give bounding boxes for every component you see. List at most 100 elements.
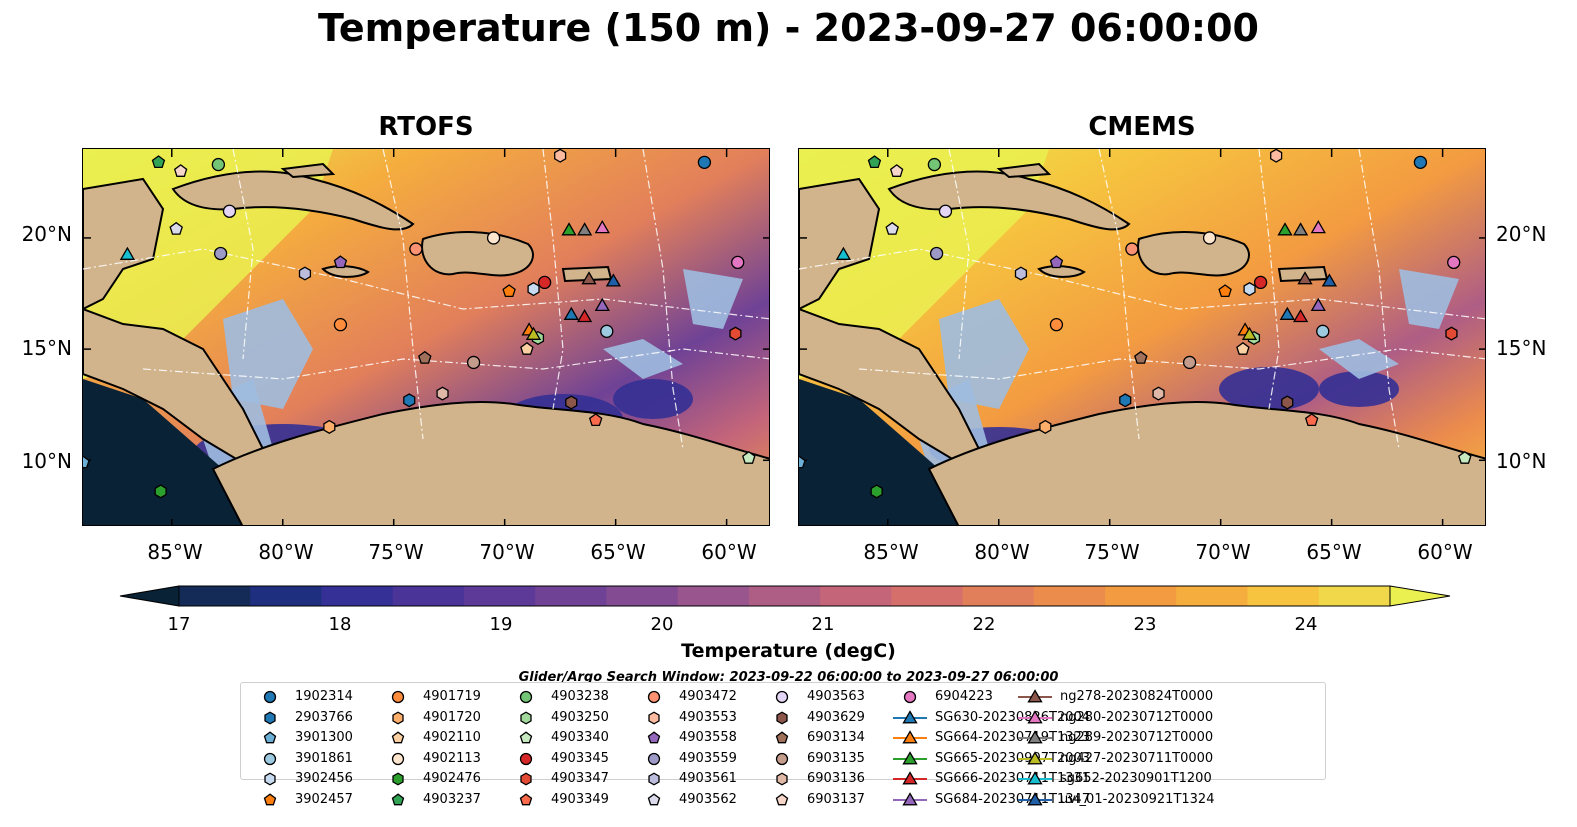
float-marker-4901719 xyxy=(1049,318,1064,332)
legend-marker xyxy=(519,690,533,704)
legend-marker xyxy=(648,711,660,725)
float-marker-4903237 xyxy=(867,155,882,169)
float-marker-6903137 xyxy=(173,164,188,177)
shelf-region xyxy=(603,339,683,379)
panel-title-cmems: CMEMS xyxy=(1088,112,1196,142)
legend-label: 6903137 xyxy=(807,792,865,807)
legend-marker xyxy=(775,690,789,704)
colorbar-segment xyxy=(891,586,964,606)
panel-title-rtofs: RTOFS xyxy=(378,112,474,142)
legend-swatch xyxy=(392,772,404,786)
boundary-line xyxy=(382,149,424,440)
legend-marker xyxy=(1027,750,1043,765)
legend-marker xyxy=(647,690,661,704)
colorbar-tick-label: 17 xyxy=(167,614,191,635)
legend-marker xyxy=(903,690,917,704)
float-marker-uvi_01-20230921T1324 xyxy=(605,273,622,287)
float-marker-4901719 xyxy=(333,318,348,332)
float-marker-6904223 xyxy=(731,255,745,270)
legend-swatch xyxy=(520,772,532,786)
float-marker-ng278-20230824T0000 xyxy=(581,271,597,285)
colorbar-segment xyxy=(1176,586,1249,606)
legend-label: ng278-20230824T0000 xyxy=(1060,689,1214,704)
legend-label: SG664-20230719T1323 xyxy=(935,730,1091,746)
float-marker-4903238 xyxy=(927,157,942,172)
legend-label: 6903134 xyxy=(807,730,865,746)
legend-label: 4903553 xyxy=(679,709,737,725)
legend-label: 4902476 xyxy=(423,771,481,787)
float-marker-4903553 xyxy=(554,149,567,163)
shelf-region xyxy=(683,269,743,329)
colorbar-segment xyxy=(179,586,251,606)
legend-label: SG665-20230907T2003 xyxy=(935,750,1091,766)
colorbar-tick-label: 22 xyxy=(972,614,996,635)
legend-swatch xyxy=(893,771,927,785)
float-marker-4903558 xyxy=(333,255,348,269)
colorbar-tick-label: 20 xyxy=(650,614,674,635)
float-marker-3902456 xyxy=(1243,282,1256,297)
colorbar-segment xyxy=(250,586,322,606)
legend-label: 4903238 xyxy=(551,689,609,704)
land-mass xyxy=(83,177,165,311)
legend-label: 4901720 xyxy=(423,709,481,725)
float-marker-ng289-20230712T0000 xyxy=(1292,222,1309,236)
float-marker-4902113 xyxy=(1202,231,1217,245)
float-marker-6903134 xyxy=(1134,350,1148,364)
land-mass xyxy=(927,401,1485,525)
colorbar-segment xyxy=(392,586,465,606)
rtofs-map xyxy=(82,148,770,526)
colorbar-segment xyxy=(463,586,536,606)
colorbar-segment xyxy=(962,586,1035,606)
legend-marker xyxy=(902,709,918,724)
legend-swatch xyxy=(519,690,533,704)
legend-label: 4903561 xyxy=(679,771,737,787)
legend-label: ng289-20230712T0000 xyxy=(1060,730,1214,746)
colorbar-segment xyxy=(748,586,821,606)
legend-label: 4903347 xyxy=(551,771,609,787)
legend-label: 2903766 xyxy=(295,709,353,725)
legend-label: SG666-20230711T1331 xyxy=(935,771,1091,787)
legend-label: 4903345 xyxy=(551,750,609,766)
float-marker-4901720 xyxy=(1039,419,1052,434)
float-marker-1902314 xyxy=(697,155,712,169)
legend-marker xyxy=(520,772,532,786)
colorbar-title: Temperature (degC) xyxy=(681,640,896,662)
legend-swatch xyxy=(264,711,276,725)
float-marker-SG630-20230826T2004 xyxy=(563,306,579,320)
legend-swatch xyxy=(776,711,788,725)
legend-swatch xyxy=(648,772,660,786)
float-marker-4903629 xyxy=(1281,395,1294,410)
float-marker-4903558 xyxy=(1049,255,1064,269)
lon-tick-label: 60°W xyxy=(1417,540,1473,564)
boundary-line xyxy=(1258,149,1280,410)
lon-tick-label: 80°W xyxy=(974,540,1030,564)
legend-swatch xyxy=(893,709,927,724)
colorbar-tick-label: 18 xyxy=(328,614,352,635)
float-marker-3902457 xyxy=(502,284,516,298)
legend-label: 3902456 xyxy=(295,771,353,787)
float-marker-2903766 xyxy=(1119,393,1132,408)
float-marker-4902113 xyxy=(486,231,501,245)
float-marker-1902314 xyxy=(1413,155,1428,169)
float-marker-ng280-20230712T0000 xyxy=(594,219,610,234)
lon-tick-label: 75°W xyxy=(368,540,424,564)
land-mass xyxy=(211,401,769,525)
land-mass xyxy=(799,177,881,311)
colorbar-segment xyxy=(1033,586,1106,606)
float-marker-6903135 xyxy=(1182,355,1197,370)
legend-marker xyxy=(263,731,277,744)
colorbar-segment xyxy=(321,586,394,606)
legend-marker xyxy=(391,752,405,765)
lon-tick-label: 60°W xyxy=(701,540,757,564)
float-marker-4903559 xyxy=(929,246,944,261)
float-marker-4903472 xyxy=(409,242,423,256)
legend-marker xyxy=(263,793,277,806)
colorbar-segment xyxy=(820,586,892,606)
float-marker-ng280-20230712T0000 xyxy=(1310,219,1326,234)
float-marker-4903562 xyxy=(885,221,899,235)
float-marker-ng427-20230711T0000 xyxy=(525,326,542,340)
colorbar-segment xyxy=(1247,586,1320,606)
legend-swatch xyxy=(893,792,927,806)
float-marker-SG665-20230907T2003 xyxy=(1277,222,1293,236)
land-mass xyxy=(421,231,534,277)
